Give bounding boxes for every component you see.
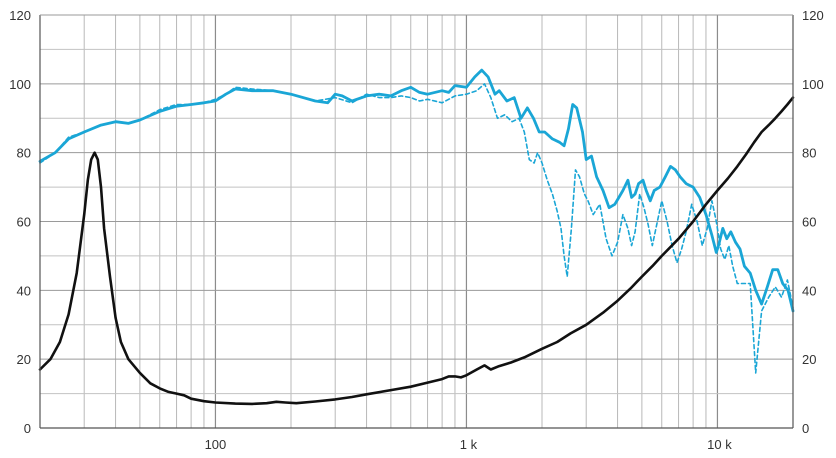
- series-line-black: [38, 96, 795, 406]
- y-tick-label-left: 40: [17, 283, 31, 298]
- y-tick-label-left: 120: [9, 8, 31, 23]
- x-tick-label: 10 k: [707, 437, 732, 452]
- y-tick-label-right: 100: [802, 77, 824, 92]
- x-tick-label: 100: [205, 437, 227, 452]
- y-tick-label-left: 80: [17, 146, 31, 161]
- y-tick-label-left: 20: [17, 352, 31, 367]
- series-line-blue-solid: [38, 68, 795, 313]
- y-tick-label-left: 100: [9, 77, 31, 92]
- x-tick-label: 1 k: [460, 437, 478, 452]
- y-tick-label-left: 0: [24, 421, 31, 436]
- tick-labels: 0 0 20 20 40 40 60 60 80 80 100 100 120 120 100 1 k 10 k: [9, 8, 823, 452]
- y-tick-label-right: 40: [802, 283, 816, 298]
- y-tick-label-right: 80: [802, 146, 816, 161]
- plot-frame: [39, 14, 794, 429]
- grid: [39, 15, 794, 428]
- y-tick-label-right: 120: [802, 8, 824, 23]
- y-tick-label-left: 60: [17, 215, 31, 230]
- series-group: [38, 68, 795, 406]
- y-tick-label-right: 20: [802, 352, 816, 367]
- y-tick-label-right: 0: [802, 421, 809, 436]
- y-tick-label-right: 60: [802, 215, 816, 230]
